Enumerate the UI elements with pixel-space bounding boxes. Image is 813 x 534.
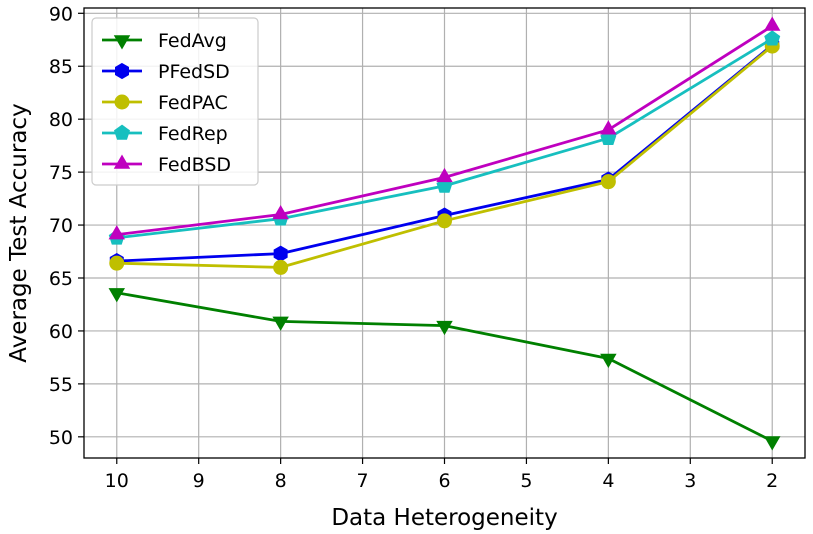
data-point-fedbsd (436, 167, 453, 183)
y-tick-label: 75 (49, 162, 73, 184)
data-point-fedrep (764, 30, 781, 46)
x-tick-label: 3 (684, 470, 696, 492)
y-tick-label: 80 (49, 109, 73, 131)
data-point-fedavg (436, 320, 453, 336)
x-tick-label: 2 (766, 470, 778, 492)
legend-marker-fedpac (114, 94, 130, 110)
x-tick-label: 4 (602, 470, 614, 492)
data-point-fedbsd (272, 204, 289, 220)
y-tick-label: 55 (49, 374, 73, 396)
x-tick-label: 10 (105, 470, 129, 492)
y-tick-label: 60 (49, 321, 73, 343)
legend-label-fedrep: FedRep (158, 123, 228, 145)
data-point-fedpac (273, 259, 289, 275)
data-point-fedbsd (600, 120, 617, 135)
legend: FedAvg PFedSD FedPAC FedRep FedBSD (91, 17, 259, 186)
data-point-fedpac (109, 255, 125, 271)
data-point-fedpac (437, 213, 452, 229)
data-point-fedavg (108, 288, 125, 303)
data-point-fedavg (272, 316, 289, 331)
y-axis-label: Average Test Accuracy (6, 103, 32, 362)
x-tick-label: 9 (193, 470, 205, 492)
legend-marker-pfedsd (115, 62, 129, 80)
data-point-fedbsd (764, 16, 781, 31)
data-point-fedbsd (108, 225, 125, 240)
legend-marker-fedbsd (113, 154, 131, 169)
legend-marker-fedavg (113, 35, 131, 50)
legend-frame (91, 17, 259, 186)
y-tick-label: 50 (49, 427, 73, 449)
y-tick-label: 85 (49, 56, 73, 78)
data-point-fedavg (600, 353, 617, 368)
y-tick-label: 65 (49, 268, 73, 290)
data-point-fedpac (600, 174, 616, 190)
legend-label-fedavg: FedAvg (158, 30, 227, 52)
x-axis-label: Data Heterogeneity (331, 505, 557, 531)
legend-label-fedbsd: FedBSD (158, 154, 231, 176)
legend-label-fedpac: FedPAC (158, 92, 228, 114)
x-tick-label: 5 (520, 470, 532, 492)
data-point-pfedsd (273, 245, 288, 262)
x-tick-label: 8 (275, 470, 287, 492)
series-layer (108, 16, 781, 451)
legend-label-pfedsd: PFedSD (158, 61, 230, 83)
data-point-fedavg (764, 436, 781, 451)
legend-marker-fedrep (113, 124, 131, 140)
x-tick-label: 7 (357, 470, 369, 492)
y-tick-label: 70 (49, 215, 73, 237)
y-tick-label: 90 (49, 3, 73, 25)
x-tick-label: 6 (438, 470, 450, 492)
